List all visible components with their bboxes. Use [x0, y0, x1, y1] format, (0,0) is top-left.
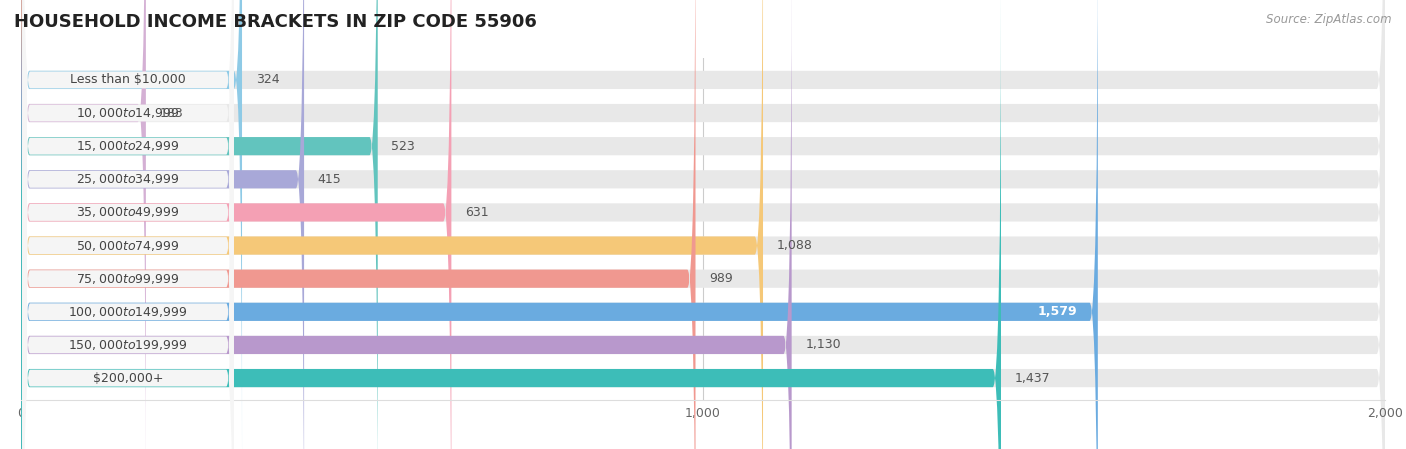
Text: $200,000+: $200,000+: [93, 372, 163, 385]
Text: 415: 415: [318, 173, 342, 186]
Text: $35,000 to $49,999: $35,000 to $49,999: [76, 206, 180, 220]
FancyBboxPatch shape: [22, 0, 233, 449]
FancyBboxPatch shape: [21, 0, 1385, 449]
FancyBboxPatch shape: [21, 0, 1385, 449]
FancyBboxPatch shape: [22, 0, 233, 449]
Text: HOUSEHOLD INCOME BRACKETS IN ZIP CODE 55906: HOUSEHOLD INCOME BRACKETS IN ZIP CODE 55…: [14, 13, 537, 31]
Text: Source: ZipAtlas.com: Source: ZipAtlas.com: [1267, 13, 1392, 26]
Text: $25,000 to $34,999: $25,000 to $34,999: [76, 172, 180, 186]
FancyBboxPatch shape: [21, 0, 792, 449]
FancyBboxPatch shape: [21, 0, 1001, 449]
FancyBboxPatch shape: [21, 0, 1098, 449]
FancyBboxPatch shape: [22, 0, 233, 449]
Text: $15,000 to $24,999: $15,000 to $24,999: [76, 139, 180, 153]
FancyBboxPatch shape: [22, 0, 233, 449]
Text: Less than $10,000: Less than $10,000: [70, 73, 186, 86]
Text: 631: 631: [465, 206, 489, 219]
FancyBboxPatch shape: [21, 0, 696, 449]
Text: 989: 989: [709, 272, 733, 285]
Text: $150,000 to $199,999: $150,000 to $199,999: [69, 338, 188, 352]
Text: 183: 183: [159, 106, 183, 119]
FancyBboxPatch shape: [21, 0, 1385, 449]
FancyBboxPatch shape: [21, 0, 378, 449]
Text: $10,000 to $14,999: $10,000 to $14,999: [76, 106, 180, 120]
FancyBboxPatch shape: [21, 0, 1385, 449]
Text: 1,130: 1,130: [806, 339, 841, 352]
FancyBboxPatch shape: [22, 0, 233, 436]
Text: $75,000 to $99,999: $75,000 to $99,999: [76, 272, 180, 286]
FancyBboxPatch shape: [21, 0, 304, 449]
FancyBboxPatch shape: [21, 0, 1385, 449]
FancyBboxPatch shape: [21, 0, 451, 449]
FancyBboxPatch shape: [21, 0, 763, 449]
FancyBboxPatch shape: [21, 0, 1385, 449]
FancyBboxPatch shape: [21, 0, 146, 449]
FancyBboxPatch shape: [21, 0, 1385, 449]
Text: $100,000 to $149,999: $100,000 to $149,999: [69, 305, 188, 319]
FancyBboxPatch shape: [22, 0, 233, 449]
Text: 324: 324: [256, 73, 280, 86]
Text: 1,437: 1,437: [1015, 372, 1050, 385]
Text: 523: 523: [391, 140, 415, 153]
FancyBboxPatch shape: [21, 0, 242, 449]
FancyBboxPatch shape: [22, 0, 233, 449]
FancyBboxPatch shape: [22, 0, 233, 449]
FancyBboxPatch shape: [22, 22, 233, 449]
FancyBboxPatch shape: [21, 0, 1385, 449]
Text: 1,088: 1,088: [776, 239, 813, 252]
FancyBboxPatch shape: [22, 0, 233, 449]
FancyBboxPatch shape: [21, 0, 1385, 449]
FancyBboxPatch shape: [21, 0, 1385, 449]
Text: $50,000 to $74,999: $50,000 to $74,999: [76, 238, 180, 252]
Text: 1,579: 1,579: [1038, 305, 1077, 318]
